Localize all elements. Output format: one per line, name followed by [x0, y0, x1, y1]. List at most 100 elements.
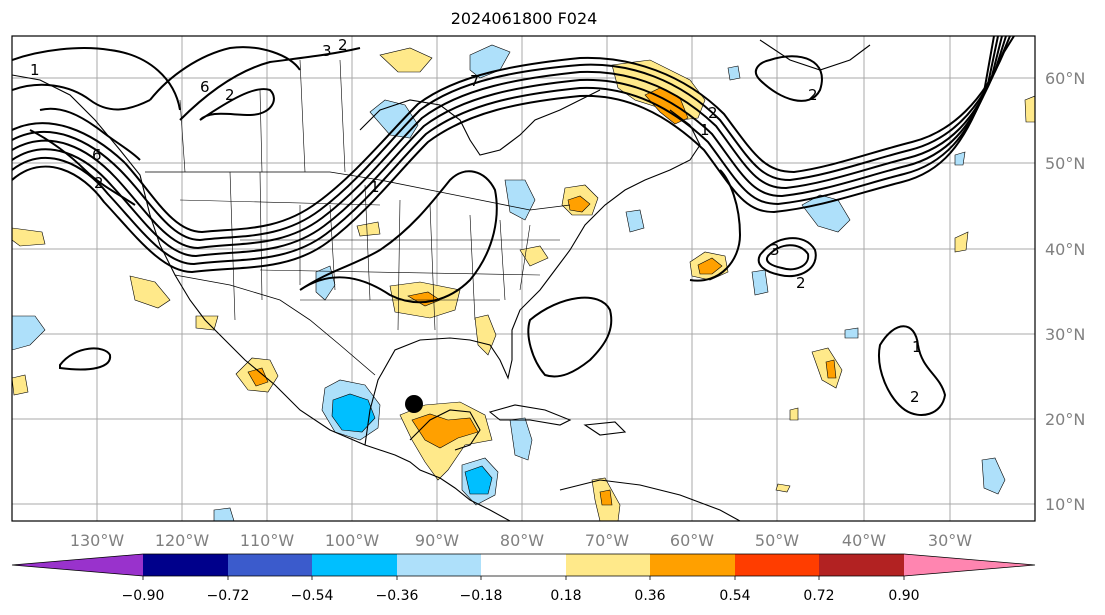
contour-line: [39, 107, 141, 161]
contour-line: [29, 129, 136, 206]
contour-line: [689, 169, 742, 282]
coast-hudson: [359, 89, 601, 156]
lat-tick-labels: 60°N 50°N 40°N 30°N 20°N 10°N: [1045, 69, 1085, 514]
lon-tick-label: 110°W: [240, 531, 295, 550]
colorbar-segment: [481, 554, 566, 576]
contour-label: 1: [912, 338, 922, 356]
colorbar-segment: [228, 554, 312, 576]
contour-label: 1: [370, 178, 380, 196]
contour-line: [299, 170, 498, 304]
shade-negative: [801, 194, 851, 233]
shade-positive: [12, 227, 46, 247]
contour-label: 6: [92, 146, 102, 164]
colorbar-tick-label: −0.72: [207, 588, 250, 604]
colorbar-extend-min: [12, 554, 143, 576]
shade-negative: [625, 209, 645, 233]
coastlines: [12, 39, 871, 521]
shade-positive-strong: [599, 489, 613, 506]
storm-center-marker: [405, 395, 423, 413]
shade-negative: [213, 507, 235, 521]
lon-tick-label: 70°W: [585, 531, 629, 550]
shade-negative: [504, 179, 536, 221]
shade-negative: [12, 315, 46, 351]
contour-label: 3: [322, 42, 332, 60]
contour-line: [12, 83, 151, 111]
lat-tick-label: 20°N: [1045, 410, 1085, 429]
shaded-anomalies: [12, 44, 1035, 521]
shade-negative: [509, 417, 533, 461]
contour-line: [199, 88, 275, 121]
lon-tick-label: 80°W: [500, 531, 544, 550]
colorbar-tick-label: −0.54: [291, 588, 334, 604]
colorbar-segment: [819, 554, 904, 576]
shade-positive: [954, 231, 969, 253]
contour-line: [12, 36, 1015, 234]
contour-line: [12, 36, 999, 266]
shade-negative: [751, 269, 769, 296]
contour-line: [527, 296, 613, 378]
contour-line: [59, 347, 112, 371]
contour-line: [12, 36, 1011, 242]
contour-line: [757, 237, 817, 278]
contour-line: [754, 55, 823, 102]
shade-negative: [844, 327, 859, 339]
contour-line: [12, 47, 181, 111]
coast-yucatan: [409, 409, 481, 451]
colorbar-tick-label: 0.18: [550, 588, 581, 604]
contour-label: 2: [225, 86, 235, 104]
contour-label: 2: [910, 388, 920, 406]
colorbar: [11, 553, 1036, 580]
coast-cuba: [488, 404, 572, 426]
shade-positive-strong: [697, 257, 723, 275]
lon-tick-label: 60°W: [670, 531, 714, 550]
shade-positive: [789, 407, 799, 421]
colorbar-tick-label: −0.36: [376, 588, 419, 604]
coast-gulf: [364, 109, 701, 446]
border-canada-provinces: [179, 59, 346, 173]
colorbar-segment: [143, 554, 228, 576]
lat-tick-label: 30°N: [1045, 325, 1085, 344]
coast-hispaniola: [583, 421, 627, 436]
contour-label: 2: [796, 274, 806, 292]
border-states: [179, 171, 560, 331]
colorbar-tick-label: 0.90: [888, 588, 919, 604]
contours: [12, 36, 1015, 416]
lon-tick-label: 30°W: [928, 531, 972, 550]
lat-tick-label: 60°N: [1045, 69, 1085, 88]
contour-label: 2: [94, 174, 104, 192]
contour-label: 3: [770, 241, 780, 259]
coast-south-america: [559, 479, 741, 521]
shade-negative: [727, 65, 741, 81]
contour-label: 2: [338, 36, 348, 54]
shade-positive: [1024, 95, 1035, 123]
contour-line: [766, 244, 810, 271]
colorbar-segment: [735, 554, 819, 576]
contour-line: [12, 36, 1007, 250]
shade-negative-strong: [331, 393, 376, 433]
contour-label: 2: [808, 86, 818, 104]
colorbar-tick-label: 0.36: [634, 588, 665, 604]
border-us-mexico: [174, 274, 376, 376]
border-us-canada: [145, 171, 571, 211]
colorbar-extend-max: [904, 554, 1035, 576]
shade-positive: [129, 275, 171, 309]
lon-tick-label: 90°W: [415, 531, 459, 550]
shade-negative: [981, 457, 1006, 495]
shade-positive: [379, 47, 433, 73]
colorbar-segment: [566, 554, 650, 576]
lon-tick-label: 130°W: [70, 531, 125, 550]
shade-negative: [954, 151, 966, 166]
shade-positive: [356, 221, 381, 237]
contour-labels: 1 6 2 7 2 1 3 2 1 2 6 2 3 2 1 2: [30, 36, 922, 406]
colorbar-segment: [397, 554, 481, 576]
shade-positive: [195, 315, 219, 331]
contour-line: [179, 47, 361, 121]
shade-positive: [12, 374, 29, 396]
contour-line: [878, 325, 947, 416]
lat-tick-label: 50°N: [1045, 154, 1085, 173]
contour-line: [12, 36, 1003, 258]
contour-line: [149, 46, 301, 101]
shade-positive: [775, 483, 791, 493]
map-title: 2024061800 F024: [450, 9, 598, 28]
